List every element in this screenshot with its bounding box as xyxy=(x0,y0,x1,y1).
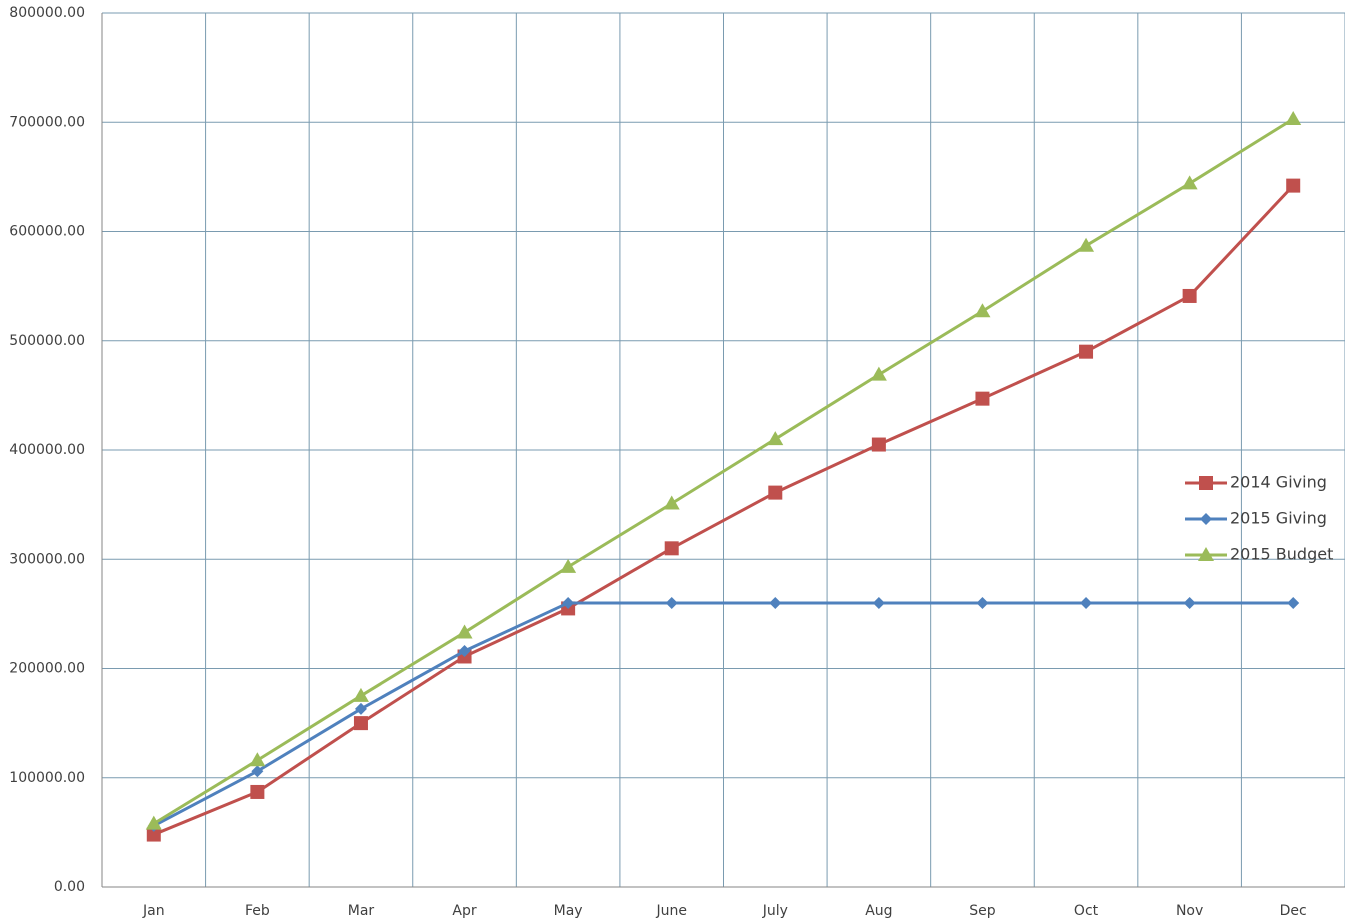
marker xyxy=(249,752,266,767)
marker xyxy=(1200,513,1212,525)
marker xyxy=(974,303,991,318)
x-tick-label: Apr xyxy=(452,903,476,919)
marker xyxy=(1285,110,1302,125)
marker xyxy=(1286,178,1301,193)
x-tick-label: Feb xyxy=(245,903,270,919)
x-tick-label: Jan xyxy=(142,903,165,919)
marker xyxy=(456,624,473,639)
y-tick-label: 300000.00 xyxy=(9,551,85,567)
series-line xyxy=(153,184,1295,836)
marker xyxy=(1080,596,1093,609)
legend-label: 2015 Budget xyxy=(1230,545,1333,564)
marker xyxy=(767,431,784,446)
series-line xyxy=(153,601,1294,828)
y-tick-label: 0.00 xyxy=(54,879,85,895)
x-tick-label: June xyxy=(655,903,687,919)
marker xyxy=(1181,175,1198,190)
marker xyxy=(768,485,783,500)
marker xyxy=(560,558,577,573)
x-tick-label: Oct xyxy=(1074,903,1099,919)
legend-label: 2014 Giving xyxy=(1230,473,1327,492)
marker xyxy=(353,716,368,731)
marker xyxy=(562,596,575,609)
marker xyxy=(1079,344,1094,359)
marker xyxy=(1198,547,1214,561)
x-tick-label: Sep xyxy=(969,903,996,919)
marker xyxy=(458,645,471,658)
y-tick-label: 200000.00 xyxy=(9,661,85,677)
marker xyxy=(1078,237,1095,252)
series-line xyxy=(153,117,1295,825)
marker xyxy=(870,366,887,381)
marker xyxy=(145,815,162,830)
marker xyxy=(872,596,885,609)
marker xyxy=(1199,476,1213,490)
marker xyxy=(1183,596,1196,609)
marker xyxy=(354,702,367,715)
marker xyxy=(1182,288,1197,303)
y-tick-label: 700000.00 xyxy=(9,114,85,130)
y-tick-label: 600000.00 xyxy=(9,224,85,240)
marker xyxy=(1287,596,1300,609)
x-tick-label: July xyxy=(762,903,788,919)
x-tick-label: Mar xyxy=(348,903,375,919)
marker xyxy=(665,596,678,609)
marker xyxy=(352,687,369,702)
marker xyxy=(871,437,886,452)
legend-label: 2015 Giving xyxy=(1230,509,1327,528)
marker xyxy=(146,827,161,842)
marker xyxy=(769,596,782,609)
marker xyxy=(663,495,680,510)
x-tick-label: Aug xyxy=(865,903,892,919)
marker xyxy=(976,596,989,609)
x-tick-label: Nov xyxy=(1176,903,1203,919)
marker xyxy=(664,541,679,556)
marker xyxy=(250,784,265,799)
y-tick-label: 100000.00 xyxy=(9,770,85,786)
y-tick-label: 500000.00 xyxy=(9,333,85,349)
x-tick-label: May xyxy=(554,903,583,919)
x-tick-label: Dec xyxy=(1280,903,1307,919)
y-tick-label: 400000.00 xyxy=(9,442,85,458)
marker xyxy=(975,391,990,406)
marker xyxy=(251,765,264,778)
y-tick-label: 800000.00 xyxy=(9,5,85,21)
